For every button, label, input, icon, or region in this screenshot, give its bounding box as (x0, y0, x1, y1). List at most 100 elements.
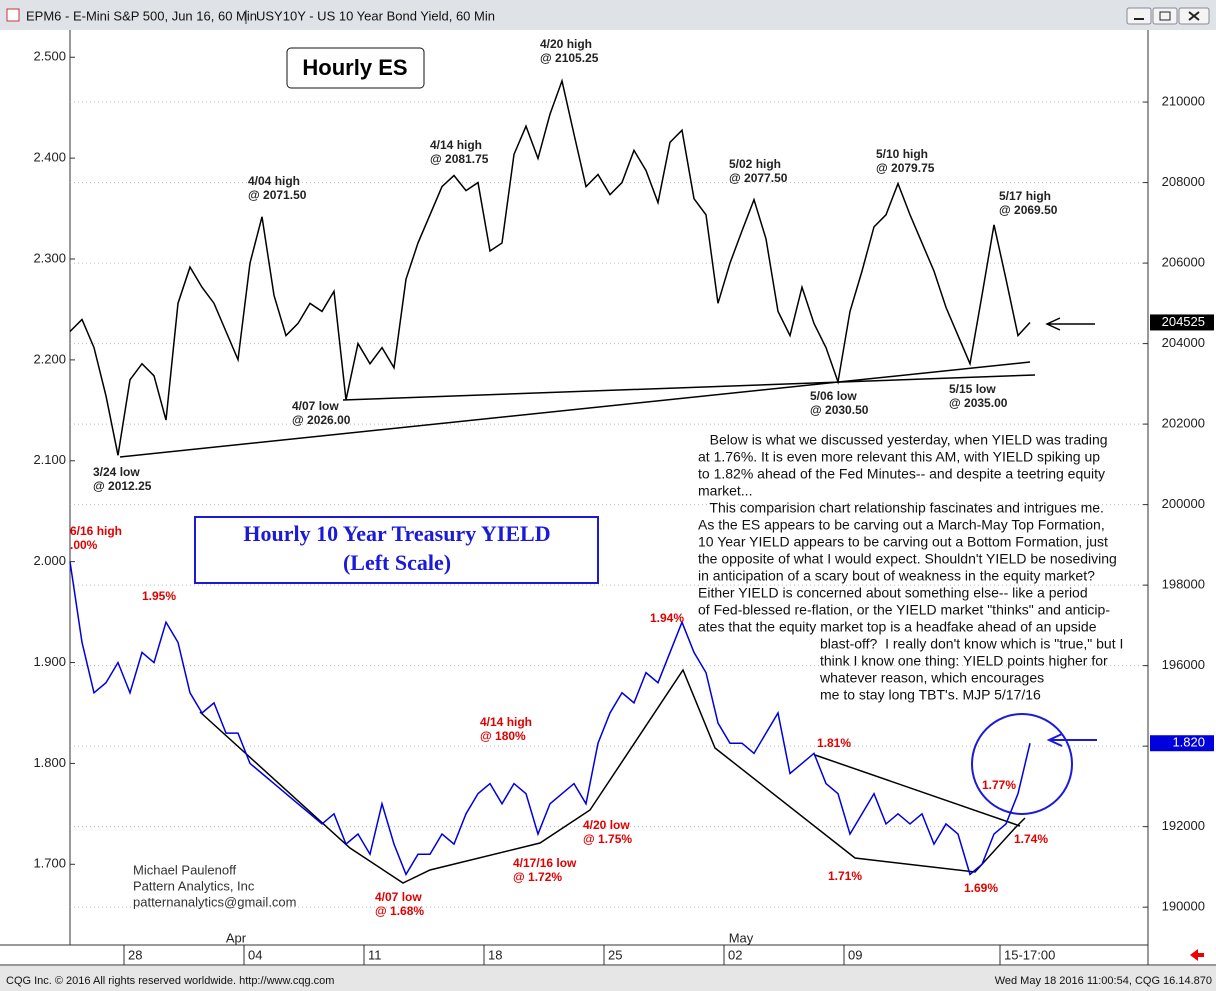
annotation: 5/15 low (949, 382, 996, 396)
annotation: @ 2035.00 (949, 396, 1008, 410)
y2-tick-label: 196000 (1162, 657, 1205, 672)
commentary-line: Either YIELD is concerned about somethin… (698, 585, 1088, 601)
x-tick-label: 11 (368, 947, 382, 962)
month-label: May (729, 930, 754, 945)
y2-tick-label: 204000 (1162, 335, 1205, 350)
es-label-box (286, 47, 425, 89)
commentary-line: Below is what we discussed yesterday, wh… (698, 432, 1108, 448)
maximize-icon (1159, 11, 1171, 21)
annotation: 1.95% (142, 589, 176, 603)
y2-tick-label: 190000 (1162, 899, 1205, 914)
x-tick-label: 25 (608, 947, 622, 962)
commentary-line: blast-off? I really don't know which is … (820, 636, 1123, 652)
last-value-label: 1.820 (1172, 735, 1205, 750)
x-tick-label: 04 (248, 947, 262, 962)
annotation: 1.74% (1014, 832, 1048, 846)
yield-downtrend-line (814, 754, 1021, 827)
y2-tick-label: 208000 (1162, 174, 1205, 189)
title-bar (0, 0, 1216, 30)
commentary-line: think I know one thing: YIELD points hig… (820, 653, 1108, 669)
maximize-button[interactable] (1152, 7, 1178, 25)
series-line (69, 78, 1031, 456)
commentary-line: market... (698, 483, 752, 499)
annotation: 1.69% (964, 881, 998, 895)
minimize-button[interactable] (1126, 7, 1152, 25)
y2-tick-label: 210000 (1162, 93, 1205, 108)
credit-line: Pattern Analytics, Inc (133, 878, 255, 893)
annotation: 5/02 high (729, 157, 781, 171)
x-tick-label: 15-17:00 (1004, 947, 1055, 962)
annotation: 1.77% (982, 778, 1016, 792)
y2-tick-label: 192000 (1162, 818, 1205, 833)
annotation: 4/07 low (292, 399, 339, 413)
annotation: @ 180% (480, 729, 526, 743)
y-tick-label: 1.700 (33, 856, 66, 871)
y2-tick-label: 198000 (1162, 577, 1205, 592)
annotation: 5/17 high (999, 189, 1051, 203)
y2-tick-label: 206000 (1162, 255, 1205, 270)
commentary-line: 10 Year YIELD appears to be carving out … (698, 534, 1108, 550)
commentary-line: of Fed-blessed re-flation, or the YIELD … (698, 602, 1110, 618)
status-bar (0, 966, 1216, 991)
y-tick-label: 2.500 (33, 49, 66, 64)
annotation: @ 2077.50 (729, 171, 788, 185)
credit-line: patternanalytics@gmail.com (133, 894, 296, 909)
annotation: 6/16 high (70, 524, 122, 538)
commentary-line: This comparision chart relationship fasc… (698, 500, 1104, 516)
annotation: 4/04 high (248, 174, 300, 188)
window-title-es: EPM6 - E-Mini S&P 500, Jun 16, 60 Min (26, 8, 257, 23)
x-tick-label: 02 (728, 947, 742, 962)
yield-label: Hourly 10 Year Treasury YIELD (243, 521, 550, 546)
y-tick-label: 2.000 (33, 553, 66, 568)
commentary-line: to 1.82% ahead of the Fed Minutes-- and … (698, 466, 1105, 482)
footer-left: CQG Inc. © 2016 All rights reserved worl… (6, 975, 334, 987)
y-tick-label: 2.400 (33, 150, 66, 165)
y-tick-label: 2.200 (33, 351, 66, 366)
annotation: 4/14 high (430, 138, 482, 152)
es-support-line-2 (342, 374, 1036, 401)
y2-tick-label: 202000 (1162, 416, 1205, 431)
annotation: @ 2012.25 (93, 479, 152, 493)
es-label: Hourly ES (302, 55, 407, 80)
annotation: @ 1.68% (375, 904, 424, 918)
commentary-line: me to stay long TBT's. MJP 5/17/16 (820, 687, 1041, 703)
annotation: @ 2071.50 (248, 188, 307, 202)
footer-right: Wed May 18 2016 11:00:54, CQG 16.14.870 (995, 975, 1212, 987)
annotation: 4/20 low (583, 818, 630, 832)
y-tick-label: 1.900 (33, 654, 66, 669)
annotation: 4/07 low (375, 890, 422, 904)
annotation: 4/20 high (540, 37, 592, 51)
last-value-box (1150, 314, 1214, 331)
highlight-circle (971, 713, 1073, 815)
y-tick-label: 2.300 (33, 250, 66, 265)
last-value-box (1150, 735, 1214, 752)
x-tick-label: 09 (848, 947, 862, 962)
commentary-line: at 1.76%. It is even more relevant this … (698, 449, 1100, 465)
commentary-line: ates that the equity market top is a hea… (698, 619, 1097, 635)
annotation: @ 2069.50 (999, 203, 1058, 217)
series-line (69, 561, 1031, 877)
yield-label-sub: (Left Scale) (343, 550, 451, 575)
annotation: 5/10 high (876, 147, 928, 161)
annotation: 1.71% (828, 869, 862, 883)
annotation: 1.94% (650, 611, 684, 625)
annotation: @ 2030.50 (810, 403, 869, 417)
annotation: 4/14 high (480, 715, 532, 729)
yield-label-box (194, 516, 599, 584)
window-title-yield: USY10Y - US 10 Year Bond Yield, 60 Min (256, 8, 495, 23)
credit-line: Michael Paulenoff (133, 862, 236, 877)
commentary-line: whatever reason, which encourages (819, 670, 1044, 686)
annotation: @ 2026.00 (292, 413, 351, 427)
commentary-line: the opposite of what I would expect. Sho… (698, 551, 1117, 567)
scroll-arrow[interactable] (1190, 949, 1204, 961)
last-value-label: 204525 (1162, 314, 1205, 329)
y2-tick-label: 200000 (1162, 496, 1205, 511)
annotation: 1.81% (817, 736, 851, 750)
annotation: @ 1.72% (513, 870, 562, 884)
es-arrow (1045, 317, 1095, 331)
yield-highlight (971, 713, 1097, 815)
annotation: 4/17/16 low (513, 856, 577, 870)
